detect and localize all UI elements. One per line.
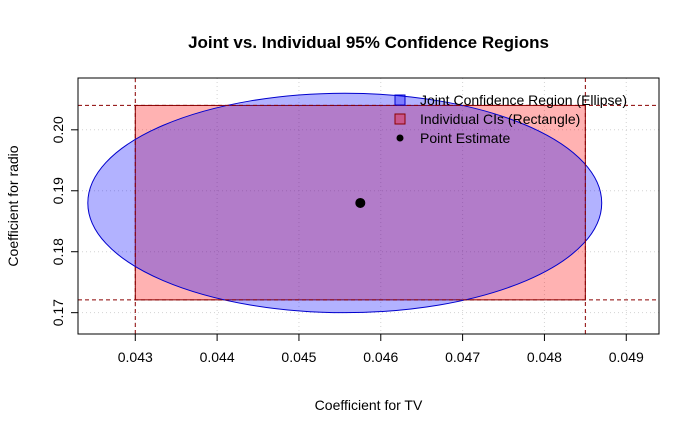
x-tick-label: 0.044: [200, 349, 235, 365]
grid: [78, 78, 659, 334]
point-layer: [355, 197, 366, 208]
point-estimate: [355, 197, 366, 208]
x-axis-label: Coefficient for TV: [315, 397, 423, 413]
legend-swatch-rectangle: [394, 113, 406, 125]
y-tick-label: 0.18: [50, 238, 66, 265]
x-tick-label: 0.049: [609, 349, 644, 365]
legend-label: Point Estimate: [420, 130, 510, 146]
x-tick-label: 0.043: [118, 349, 153, 365]
y-axis: 0.17 0.18 0.19 0.20: [50, 116, 79, 326]
chart-title: Joint vs. Individual 95% Confidence Regi…: [188, 33, 549, 52]
x-tick-label: 0.045: [281, 349, 316, 365]
x-tick-label: 0.048: [527, 349, 562, 365]
legend: Joint Confidence Region (Ellipse) Individ…: [394, 92, 627, 146]
legend-label: Individual CIs (Rectangle): [420, 111, 580, 127]
y-tick-label: 0.17: [50, 299, 66, 326]
x-tick-label: 0.046: [363, 349, 398, 365]
y-tick-label: 0.19: [50, 177, 66, 204]
y-axis-label: Coefficient for radio: [5, 145, 21, 266]
x-tick-label: 0.047: [445, 349, 480, 365]
y-tick-label: 0.20: [50, 116, 66, 143]
legend-swatch-ellipse: [394, 94, 406, 106]
x-axis: 0.043 0.044 0.045 0.046 0.047 0.048 0.049: [118, 333, 644, 365]
ci-lines: [78, 78, 659, 334]
legend-swatch-point: [396, 134, 404, 142]
joint-confidence-ellipse: [87, 92, 603, 314]
legend-label: Joint Confidence Region (Ellipse): [420, 92, 627, 108]
